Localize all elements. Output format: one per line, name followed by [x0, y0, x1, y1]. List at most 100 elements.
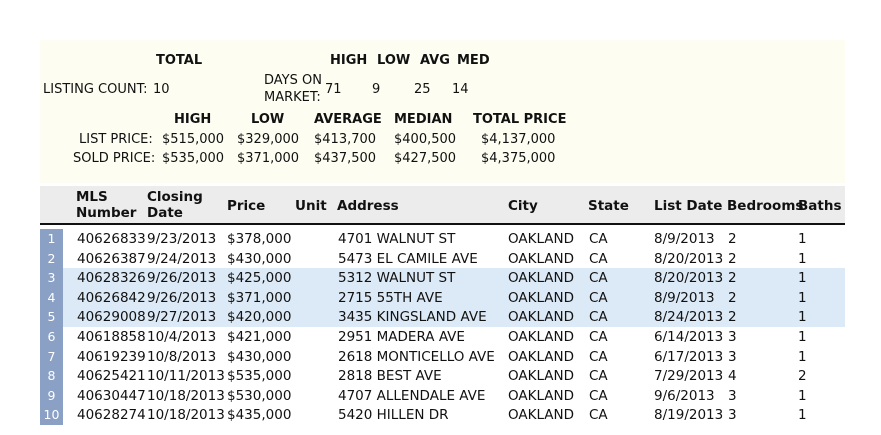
col-state-header[interactable]: State: [588, 198, 629, 214]
cell-bedrooms: 3: [728, 407, 737, 424]
cell-state: CA: [589, 289, 608, 306]
cell-bedrooms: 3: [728, 348, 737, 365]
cell-state: CA: [589, 368, 608, 385]
table-row[interactable]: 4 40626842 9/26/2013 $371,000 2715 55TH AVE O…: [40, 287, 845, 308]
cell-price: $378,000: [227, 231, 292, 247]
cell-city: OAKLAND: [508, 368, 575, 385]
cell-city: OAKLAND: [508, 289, 575, 306]
table-row[interactable]: 10 40628274 10/18/2013 $435,000 5420 HILLEN …: [40, 405, 845, 425]
cell-city: OAKLAND: [508, 309, 575, 326]
days-on-market-label: DAYS ON: [264, 73, 322, 88]
table-row[interactable]: 3 40628326 9/26/2013 $425,000 5312 WALNUT ST…: [40, 268, 845, 288]
table-row[interactable]: 8 40625421 10/11/2013 $535,000 2818 BEST AVE…: [40, 366, 845, 386]
cell-address: 2818 BEST AVE: [338, 368, 442, 385]
cell-closing-date: 10/11/2013: [147, 368, 225, 385]
cell-closing-date: 9/24/2013: [147, 250, 217, 267]
sold-price-median: $427,500: [394, 151, 457, 166]
cell-baths: 1: [798, 231, 807, 247]
col-closing-header[interactable]: Closing: [147, 189, 203, 205]
col-mls-header-2[interactable]: Number: [76, 205, 137, 221]
total-heading: TOTAL: [156, 53, 203, 68]
list-price-label: LIST PRICE:: [79, 132, 153, 147]
cell-address: 5473 EL CAMILE AVE: [338, 250, 478, 267]
cell-price: $535,000: [227, 368, 292, 385]
cell-city: OAKLAND: [508, 231, 575, 247]
row-number: 9: [40, 385, 63, 406]
days-low-value: 9: [372, 82, 381, 97]
days-low-header: LOW: [377, 53, 411, 68]
list-price-total: $4,137,000: [481, 132, 556, 147]
col-closing-header-2[interactable]: Date: [147, 205, 183, 221]
days-med-value: 14: [452, 82, 469, 97]
cell-closing-date: 9/26/2013: [147, 270, 217, 287]
col-bedrooms-header[interactable]: Bedrooms: [727, 198, 804, 214]
cell-state: CA: [589, 309, 608, 326]
cell-closing-date: 9/27/2013: [147, 309, 217, 326]
cell-state: CA: [589, 348, 608, 365]
sold-price-label: SOLD PRICE:: [73, 151, 156, 166]
cell-mls: 40628274: [77, 407, 146, 424]
sold-price-high: $535,000: [162, 151, 225, 166]
list-price-average: $413,700: [314, 132, 377, 147]
cell-price: $530,000: [227, 387, 292, 404]
col-address-header[interactable]: Address: [337, 198, 399, 214]
table-row[interactable]: 9 40630447 10/18/2013 $530,000 4707 ALLENDAL…: [40, 385, 845, 406]
table-row[interactable]: 5 40629008 9/27/2013 $420,000 3435 KINGSLAND…: [40, 307, 845, 327]
cell-price: $430,000: [227, 250, 292, 267]
cell-city: OAKLAND: [508, 407, 575, 424]
cell-price: $371,000: [227, 289, 292, 306]
cell-mls: 40626387: [77, 250, 146, 267]
cell-baths: 2: [798, 368, 807, 385]
listing-count-value: 10: [153, 82, 170, 97]
cell-baths: 1: [798, 309, 807, 326]
table-row[interactable]: 2 40626387 9/24/2013 $430,000 5473 EL CAMILE…: [40, 248, 845, 269]
cell-address: 2618 MONTICELLO AVE: [338, 348, 495, 365]
sold-price-total: $4,375,000: [481, 151, 556, 166]
cell-bedrooms: 2: [728, 309, 737, 326]
cell-bedrooms: 4: [728, 368, 737, 385]
col-unit-header[interactable]: Unit: [295, 198, 327, 214]
row-number: 3: [40, 268, 63, 288]
summary-panel: [40, 40, 845, 183]
cell-mls: 40628326: [77, 270, 146, 287]
sold-price-low: $371,000: [237, 151, 300, 166]
price-total-header: TOTAL PRICE: [473, 112, 567, 127]
col-baths-header[interactable]: Baths: [798, 198, 842, 214]
cell-baths: 1: [798, 387, 807, 404]
table-row[interactable]: 6 40618858 10/4/2013 $421,000 2951 MADERA AV…: [40, 327, 845, 347]
cell-state: CA: [589, 387, 608, 404]
cell-address: 3435 KINGSLAND AVE: [338, 309, 487, 326]
days-on-market-label-2: MARKET:: [264, 90, 321, 105]
cell-price: $430,000: [227, 348, 292, 365]
cell-baths: 1: [798, 407, 807, 424]
table-header: MLS Number Closing Date Price Unit Addre…: [40, 186, 845, 225]
cell-city: OAKLAND: [508, 250, 575, 267]
cell-mls: 40630447: [77, 387, 146, 404]
price-low-header: LOW: [251, 112, 285, 127]
cell-closing-date: 9/26/2013: [147, 289, 217, 306]
cell-mls: 40626842: [77, 289, 146, 306]
cell-address: 5312 WALNUT ST: [338, 270, 456, 287]
cell-state: CA: [589, 407, 608, 424]
cell-baths: 1: [798, 250, 807, 267]
cell-mls: 40618858: [77, 329, 146, 345]
cell-closing-date: 10/4/2013: [147, 329, 217, 345]
cell-mls: 40629008: [77, 309, 146, 326]
price-median-header: MEDIAN: [394, 112, 453, 127]
cell-list-date: 6/14/2013: [654, 329, 724, 345]
table-row[interactable]: 7 40619239 10/8/2013 $430,000 2618 MONTICELL…: [40, 346, 845, 367]
cell-closing-date: 10/18/2013: [147, 387, 225, 404]
col-city-header[interactable]: City: [508, 198, 538, 214]
col-list-date-header[interactable]: List Date: [654, 198, 723, 214]
cell-baths: 1: [798, 329, 807, 345]
cell-bedrooms: 2: [728, 231, 737, 247]
table-row[interactable]: 1 40626833 9/23/2013 $378,000 4701 WALNUT ST…: [40, 229, 845, 249]
cell-list-date: 7/29/2013: [654, 368, 724, 385]
days-high-header: HIGH: [330, 53, 368, 68]
col-price-header[interactable]: Price: [227, 198, 266, 214]
days-avg-header: AVG: [420, 53, 450, 68]
cell-address: 4707 ALLENDALE AVE: [338, 387, 486, 404]
days-high-value: 71: [325, 82, 342, 97]
col-mls-header[interactable]: MLS: [76, 189, 108, 205]
cell-bedrooms: 3: [728, 329, 737, 345]
